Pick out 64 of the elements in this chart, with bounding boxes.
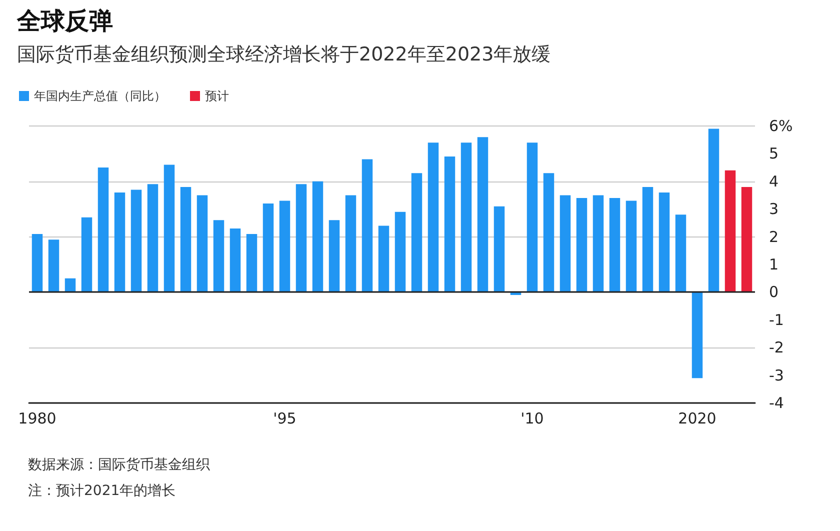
bar [362,159,373,292]
bar [213,220,224,292]
bar [609,198,620,292]
legend-label: 年国内生产总值（同比） [34,89,166,103]
chart-subtitle: 国际货币基金组织预测全球经济增长将于2022年至2023年放缓 [17,44,551,66]
bar [48,240,60,292]
y-tick-label: 2 [769,228,779,246]
x-tick-label: '10 [520,410,544,428]
y-tick-label: 6% [769,117,793,135]
bar [560,195,571,292]
bar [180,186,192,292]
bar [64,278,76,292]
bar [81,217,92,292]
x-tick-label: 2020 [678,410,716,428]
y-tick-label: -1 [769,310,784,329]
bar [494,206,505,292]
bar [196,195,208,292]
source-note: 数据来源：国际货币基金组织 [28,457,210,473]
y-tick-label: -3 [769,366,784,384]
bar [741,186,752,292]
legend-label: 预计 [205,89,229,103]
bar [312,181,324,292]
bar [114,192,126,292]
bar [626,200,637,292]
bar [394,212,406,292]
bar [576,198,588,292]
y-tick-label: -4 [769,394,784,412]
y-tick-label: 0 [769,283,779,302]
bar [526,142,538,292]
bar [378,226,390,292]
y-tick-label: 1 [769,256,779,274]
bar [279,200,290,292]
y-tick-label: 4 [769,172,779,190]
bar [444,156,456,292]
y-tick-label: 3 [769,200,779,218]
bar [642,186,654,292]
x-tick-label: '95 [273,410,296,428]
bar [32,234,43,292]
y-tick-label: 5 [769,144,779,163]
bar [592,195,604,292]
bar [164,164,175,292]
bar [130,190,142,292]
bar [411,173,422,292]
bar [675,214,686,292]
bar [345,195,356,292]
bar [147,184,158,292]
bar [246,234,258,292]
bar [658,192,670,292]
bar [230,228,241,292]
bar [477,137,488,292]
text: 注：预计2021年的增长 [28,483,176,499]
x-tick-label: 1980 [18,410,56,428]
bar [296,184,307,292]
bar [428,142,439,292]
bar [708,128,720,292]
bar [262,204,274,292]
bar [724,170,736,292]
bar [692,292,703,378]
bar [543,173,554,292]
bar [98,168,109,292]
chart-title: 全球反弹 [16,7,113,35]
y-tick-label: -2 [769,338,784,357]
bar [328,220,340,292]
bar [460,142,472,292]
